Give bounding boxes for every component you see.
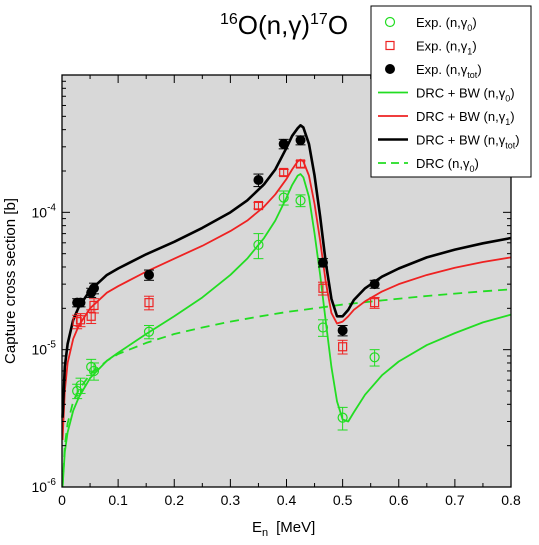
point-gamma0 [75,380,86,391]
x-label-main: E [252,519,262,536]
x-tick-label: 0.1 [108,492,128,508]
legend-label-tail: ) [510,109,514,124]
y-tick-base: 10 [32,479,48,495]
legend-label-tail: ) [472,39,476,54]
legend-label-main: DRC (n,γ [416,156,470,171]
point-gammatot [75,297,86,308]
axes-layer: 0 0.1 0.2 0.3 0.4 0.5 0.6 0.7 0.810-610-510-4 [32,74,521,508]
legend-marker-filled-circle [385,64,395,74]
legend-label-tail: ) [515,133,519,148]
title-reaction: O(n,γ) [238,10,310,40]
point-gamma0 [143,326,155,337]
point-gamma1 [89,300,99,311]
legend-label-main: Exp. (n,γ [416,62,468,77]
point-gamma1 [279,167,289,178]
legend-label: Exp. (n,γtot) [416,62,482,80]
x-tick-label: 0.5 [333,492,353,508]
y-tick-label: 10-6 [32,477,57,495]
legend-label: DRC (n,γ0) [416,156,479,174]
legend-label-tail: ) [472,15,476,30]
legend-label: DRC + BW (n,γ1) [416,109,515,127]
legend-label-sub: 0 [467,23,472,33]
point-gammatot [88,283,99,294]
point-gamma0 [369,352,380,363]
point-gamma0 [88,365,100,377]
point-gamma1 [370,298,380,308]
curve-drc-bw-gammatot [61,124,512,418]
y-tick-exponent: -4 [47,202,56,213]
x-tick-label: 0.8 [501,492,521,508]
point-gammatot [369,279,380,290]
point-gamma0 [295,195,306,206]
legend-label-tail: ) [474,156,478,171]
point-gamma1 [338,342,348,352]
point-gamma0 [72,385,83,397]
legend-label-sub: 0 [505,94,510,104]
point-gamma1 [75,315,86,325]
chart-title: 16O(n,γ)17O [220,10,348,40]
point-gammatot [337,325,348,336]
x-tick-label: 0.3 [221,492,241,508]
y-tick-exponent: -6 [47,477,56,488]
point-gammatot [295,135,306,146]
point-gamma1 [295,159,306,169]
x-tick-label: 0.6 [389,492,409,508]
point-gamma1 [318,283,328,293]
curve-drc-bw-gamma0 [61,173,512,488]
y-axis-label: Capture cross section [b] [2,198,19,364]
point-gamma0 [253,239,264,250]
point-gamma1 [144,298,154,308]
point-gamma1 [72,317,82,327]
x-axis-label: En [MeV] [252,519,315,539]
y-tick-exponent: -5 [47,340,56,351]
y-tick-label: 10-5 [32,340,57,358]
legend-box [370,5,532,178]
legend-label-sub: 0 [469,164,474,174]
title-mass-a: 16 [220,11,238,28]
title-mass-b: 17 [310,11,328,28]
x-tick-label: 0.2 [165,492,185,508]
x-label-unit: [MeV] [276,519,315,536]
y-tick-base: 10 [32,342,48,358]
point-gamma1 [86,311,96,321]
legend-label-tail: ) [477,62,481,77]
y-tick-base: 10 [32,204,48,220]
points-layer [72,135,380,431]
legend-label: DRC + BW (n,γ0) [416,86,515,104]
point-gammatot [253,174,264,185]
point-gammatot [278,138,289,149]
title-product: O [328,10,348,40]
legend-label-main: Exp. (n,γ [416,39,468,54]
legend-label-sub: tot [467,70,478,80]
point-gamma0 [337,412,348,423]
legend-label-main: Exp. (n,γ [416,15,468,30]
point-gamma0 [278,192,289,203]
point-gamma0 [317,322,329,333]
legend-label: Exp. (n,γ1) [416,39,477,57]
legend-label-sub: 1 [505,117,510,127]
x-tick-label: 0 [58,492,66,508]
legend-marker-open-square [385,40,395,51]
legend-marker-open-circle [384,16,396,28]
legend-label-main: DRC + BW (n,γ [416,86,506,101]
x-tick-label: 0.4 [277,492,297,508]
point-gammatot [317,257,328,268]
legend-label-main: DRC + BW (n,γ [416,133,506,148]
legend-label-sub: 1 [467,47,472,57]
x-tick-label: 0.7 [445,492,465,508]
point-gamma1 [253,200,264,211]
legend-label: Exp. (n,γ0) [416,15,477,33]
point-gammatot [143,269,154,280]
legend-label-tail: ) [510,86,514,101]
legend: Exp. (n,γ0)Exp. (n,γ1)Exp. (n,γtot)DRC +… [370,5,532,178]
legend-label: DRC + BW (n,γtot) [416,133,520,151]
y-tick-label: 10-4 [32,202,57,220]
x-label-sub: n [262,527,268,539]
legend-label-main: DRC + BW (n,γ [416,109,506,124]
legend-label-sub: tot [505,141,516,151]
